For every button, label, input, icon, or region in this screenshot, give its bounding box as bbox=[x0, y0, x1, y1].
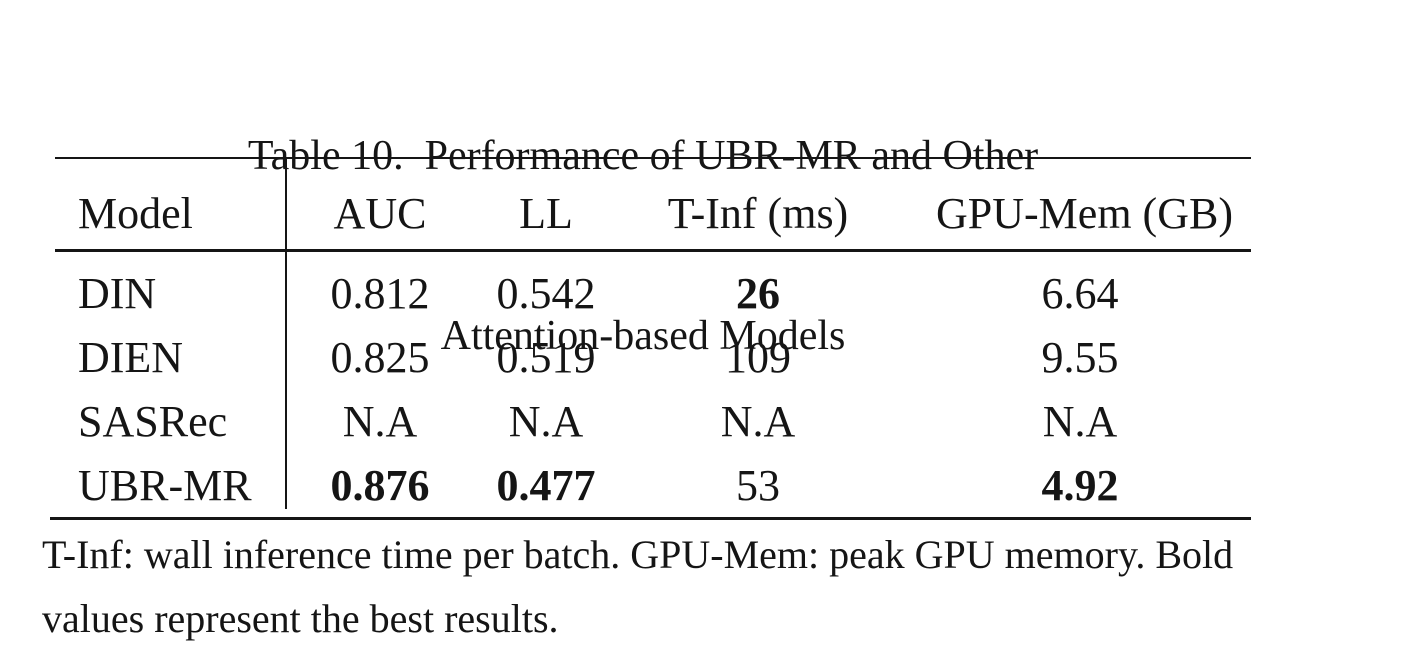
table-column-divider bbox=[285, 159, 287, 509]
table-footnote-line-1: T-Inf: wall inference time per batch. GP… bbox=[42, 532, 1234, 577]
model-cell: SASRec bbox=[78, 397, 228, 446]
model-cell: UBR-MR bbox=[78, 461, 252, 510]
table-footnote-line-2: values represent the best results. bbox=[42, 596, 559, 641]
model-cell: DIN bbox=[78, 269, 157, 318]
table-row: DIEN 0.825 0.519 109 9.55 bbox=[0, 332, 1422, 384]
gpu-mem-value: 6.64 bbox=[1041, 269, 1119, 318]
table-row: UBR-MR 0.876 0.477 53 4.92 bbox=[0, 460, 1422, 512]
tinf-value: 53 bbox=[736, 461, 780, 510]
ll-value: 0.519 bbox=[496, 333, 596, 382]
column-header-tinf: T-Inf (ms) bbox=[667, 189, 849, 238]
ll-value: N.A bbox=[508, 397, 584, 446]
auc-value: N.A bbox=[342, 397, 418, 446]
table-bottom-rule bbox=[50, 517, 1251, 520]
tinf-value: N.A bbox=[720, 397, 796, 446]
caption-line-1: Table 10. Performance of UBR-MR and Othe… bbox=[247, 133, 1039, 179]
ll-value: 0.542 bbox=[496, 269, 596, 318]
caption-line-2: Attention-based Models bbox=[440, 313, 846, 359]
table-header-row: Model AUC LL T-Inf (ms) GPU-Mem (GB) bbox=[0, 188, 1422, 240]
table-row: DIN 0.812 0.542 26 6.64 bbox=[0, 268, 1422, 320]
column-header-ll: LL bbox=[519, 189, 573, 238]
auc-value: 0.876 bbox=[330, 461, 430, 510]
column-header-auc: AUC bbox=[333, 189, 427, 238]
table-row: SASRec N.A N.A N.A N.A bbox=[0, 396, 1422, 448]
gpu-mem-value: 4.92 bbox=[1041, 461, 1119, 510]
table-header-rule bbox=[55, 249, 1251, 252]
table-caption: Table 10. Performance of UBR-MR and Othe… bbox=[35, 6, 1251, 486]
column-header-gpu-mem: GPU-Mem (GB) bbox=[936, 189, 1233, 238]
gpu-mem-value: N.A bbox=[1042, 397, 1118, 446]
auc-value: 0.812 bbox=[330, 269, 430, 318]
column-header-model: Model bbox=[78, 189, 193, 238]
model-cell: DIEN bbox=[78, 333, 184, 382]
tinf-value: 26 bbox=[736, 269, 780, 318]
gpu-mem-value: 9.55 bbox=[1041, 333, 1119, 382]
tinf-value: 109 bbox=[725, 333, 791, 382]
table-top-rule bbox=[55, 157, 1251, 159]
ll-value: 0.477 bbox=[496, 461, 596, 510]
auc-value: 0.825 bbox=[330, 333, 430, 382]
